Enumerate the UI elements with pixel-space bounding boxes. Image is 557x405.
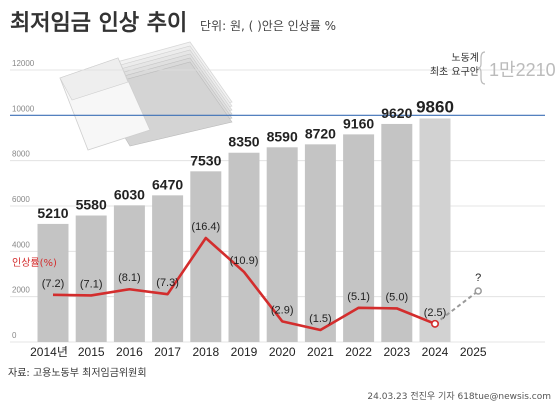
bar-value-label: 5580 [76, 197, 107, 213]
rate-value-label: (16.4) [191, 221, 220, 233]
projection-label: ? [475, 272, 481, 284]
y-tick-label: 8000 [12, 150, 30, 159]
bar [304, 144, 336, 342]
x-axis: 2014년 2015 2016 2017 2018 2019 2020 2021 2022 202… [30, 345, 487, 359]
bar-value-label: 8350 [228, 134, 259, 150]
y-tick-label: 10000 [12, 104, 35, 113]
union-demand-annotation: 노동계 최초 요구안 1만2210 [430, 51, 556, 85]
x-tick-label: 2020 [269, 345, 296, 359]
x-tick-label: 2021 [307, 345, 334, 359]
x-tick-label: 2025 [460, 345, 487, 359]
y-tick-label: 2000 [12, 286, 30, 295]
x-tick-label: 2019 [231, 345, 258, 359]
rate-series-label: 인상률(%) [12, 257, 57, 269]
bar [75, 215, 107, 342]
rate-value-label: (1.5) [309, 313, 332, 325]
bar [190, 171, 222, 342]
rate-value-label: (2.5) [424, 307, 447, 319]
demand-label-line1: 노동계 [451, 52, 479, 64]
credit-note: 24.03.23 전진우 기자 618tue@newsis.com [367, 391, 551, 402]
rate-value-label: (2.9) [271, 304, 294, 316]
rate-series: ? (7.2) (7.1) (8.1) (7.3) (16.4) (10.9) (2.9) (1… [42, 221, 482, 332]
bar [228, 152, 260, 342]
money-stack-icon [59, 41, 233, 151]
rate-value-label: (5.0) [385, 291, 408, 303]
y-axis: 0 2000 4000 6000 8000 10000 12000 [12, 59, 35, 340]
bar [113, 205, 145, 342]
x-tick-label: 2024 [422, 345, 449, 359]
bar [343, 134, 375, 342]
demand-label-line2: 최초 요구안 [430, 66, 479, 78]
bar-value-labels: 5210 5580 6030 6470 7530 8350 8590 8720 9160 9620… [37, 98, 453, 221]
bar [419, 118, 451, 342]
source-note: 자료: 고용노동부 최저임금위원회 [8, 366, 147, 379]
projection-line [434, 290, 479, 325]
bar-value-label: 8590 [267, 128, 298, 144]
bar-value-label: 8720 [305, 125, 336, 141]
bar [37, 223, 69, 342]
bar [152, 195, 184, 342]
rate-value-label: (8.1) [118, 272, 141, 284]
x-tick-label: 2015 [78, 345, 105, 359]
y-tick-label: 6000 [12, 195, 30, 204]
rate-value-label: (7.1) [80, 278, 103, 290]
rate-line [52, 236, 436, 332]
x-tick-label: 2016 [116, 345, 143, 359]
chart-title: 최저임금 인상 추이 [10, 11, 187, 36]
rate-value-label: (7.3) [156, 277, 179, 289]
projection-point [474, 287, 482, 295]
x-tick-label: 2017 [154, 345, 181, 359]
bar-value-label: 5210 [37, 205, 68, 221]
rate-value-label: (10.9) [230, 255, 259, 267]
bar-value-label: 6030 [114, 186, 145, 202]
x-tick-label: 2023 [383, 345, 410, 359]
x-tick-label: 2022 [345, 345, 372, 359]
rate-value-label: (5.1) [347, 291, 370, 303]
bar-value-label: 9620 [381, 105, 412, 121]
bar-value-label: 9860 [416, 98, 454, 117]
demand-bracket-icon [477, 51, 486, 85]
y-tick-label: 0 [12, 331, 17, 340]
rate-value-label: (7.2) [42, 278, 65, 290]
bar-value-label: 6470 [152, 176, 183, 192]
bar-value-label: 9160 [343, 115, 374, 131]
x-tick-label: 2014년 [30, 345, 68, 359]
y-tick-label: 12000 [12, 59, 35, 68]
bar [381, 123, 413, 343]
unit-note: 단위: 원, ( )안은 인상률 % [200, 19, 336, 33]
x-tick-label: 2018 [192, 345, 219, 359]
bar-value-label: 7530 [190, 152, 221, 168]
y-tick-label: 4000 [12, 240, 30, 249]
demand-value: 1만2210 [489, 60, 556, 80]
bar-series [37, 118, 451, 343]
rate-point [430, 319, 439, 328]
